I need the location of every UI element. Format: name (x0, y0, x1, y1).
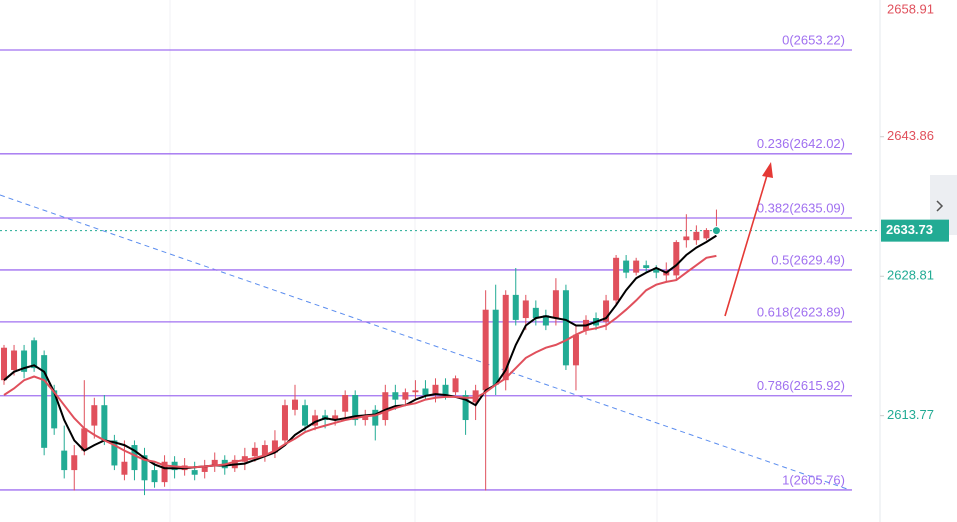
candle-body (693, 231, 700, 241)
candle-body (402, 392, 409, 400)
candle-body (281, 405, 288, 441)
candle-body (572, 334, 579, 366)
candle-body (131, 445, 138, 471)
candle-body (111, 440, 118, 466)
candle-body (482, 309, 489, 391)
candle-body (422, 388, 429, 395)
last-price-label: 2633.73 (886, 222, 933, 237)
candle-body (452, 378, 459, 393)
candle-body (703, 229, 710, 239)
candle-body (312, 415, 319, 426)
plot: 0(2653.22) 0.236(2642.02) 0.382(2635.09) 0.… (0, 32, 880, 496)
candle-body (51, 390, 58, 429)
candle-body (522, 300, 529, 319)
candle-body (462, 394, 469, 421)
candle-body (442, 384, 449, 395)
fib-label: 0.382(2635.09) (757, 200, 845, 215)
candle-body (562, 290, 569, 366)
candle-body (1, 347, 8, 381)
y-tick-label: 2628.81 (887, 268, 934, 283)
candle-body (613, 257, 620, 301)
fib-label: 0(2653.22) (782, 32, 845, 47)
candle-body (191, 470, 198, 475)
candle-body (101, 405, 108, 441)
candle-body (201, 465, 208, 472)
candle-body (472, 390, 479, 403)
candle-body (653, 267, 660, 273)
grid (169, 0, 658, 522)
candle-body (332, 415, 339, 421)
candle-body (372, 409, 379, 426)
candle-body (633, 260, 640, 273)
candle-body (623, 260, 630, 273)
fib-label: 0.618(2623.89) (757, 304, 845, 319)
candle-body (302, 405, 309, 426)
candle-body (542, 315, 549, 326)
candle-body (121, 461, 128, 475)
candle-body (161, 461, 168, 483)
candle-body (261, 445, 268, 456)
y-tick-label: 2613.77 (887, 407, 934, 422)
fib-label: 0.786(2615.92) (757, 378, 845, 393)
candle-body (151, 470, 158, 483)
fib-label: 0.5(2629.49) (771, 252, 845, 267)
last-price-box (881, 219, 949, 242)
candle-body (412, 390, 419, 393)
candle-body (362, 415, 369, 421)
candle-body (432, 384, 439, 395)
candle-body (552, 290, 559, 319)
candle-body (81, 428, 88, 451)
y-tick-label: 2658.91 (887, 1, 934, 16)
candle-body (271, 440, 278, 453)
candle-body (512, 294, 519, 320)
candle-body (292, 399, 299, 410)
fib-label: 0.236(2642.02) (757, 136, 845, 151)
candle-body (502, 294, 509, 381)
candle-body (11, 350, 18, 370)
scroll-icon[interactable] (936, 200, 944, 212)
candle-body (31, 340, 38, 369)
candle-body (352, 394, 359, 421)
candle-body (683, 236, 690, 241)
moving-average (3, 234, 717, 470)
candle-body (382, 392, 389, 421)
candle-body (41, 355, 48, 448)
candle-body (603, 300, 610, 322)
arrow-shaft (724, 171, 769, 317)
candle-body (492, 309, 499, 385)
candle-body (61, 450, 68, 471)
candle-body (251, 447, 258, 457)
candle-body (673, 242, 680, 276)
arrow-head (762, 162, 773, 178)
candle-body (21, 350, 28, 372)
candle-body (141, 455, 148, 481)
candle-body (211, 459, 218, 466)
fib-label: 1(2605.76) (782, 472, 845, 487)
y-tick-label: 2643.86 (887, 128, 934, 143)
candle-body (392, 392, 399, 400)
moving-average (3, 254, 717, 469)
candle-body (643, 265, 650, 268)
last-price-dot (711, 226, 721, 236)
candle-body (532, 307, 539, 319)
candle-body (91, 405, 98, 426)
candle-body (342, 394, 349, 412)
trend-line (0, 194, 851, 491)
candle-body (71, 455, 78, 471)
